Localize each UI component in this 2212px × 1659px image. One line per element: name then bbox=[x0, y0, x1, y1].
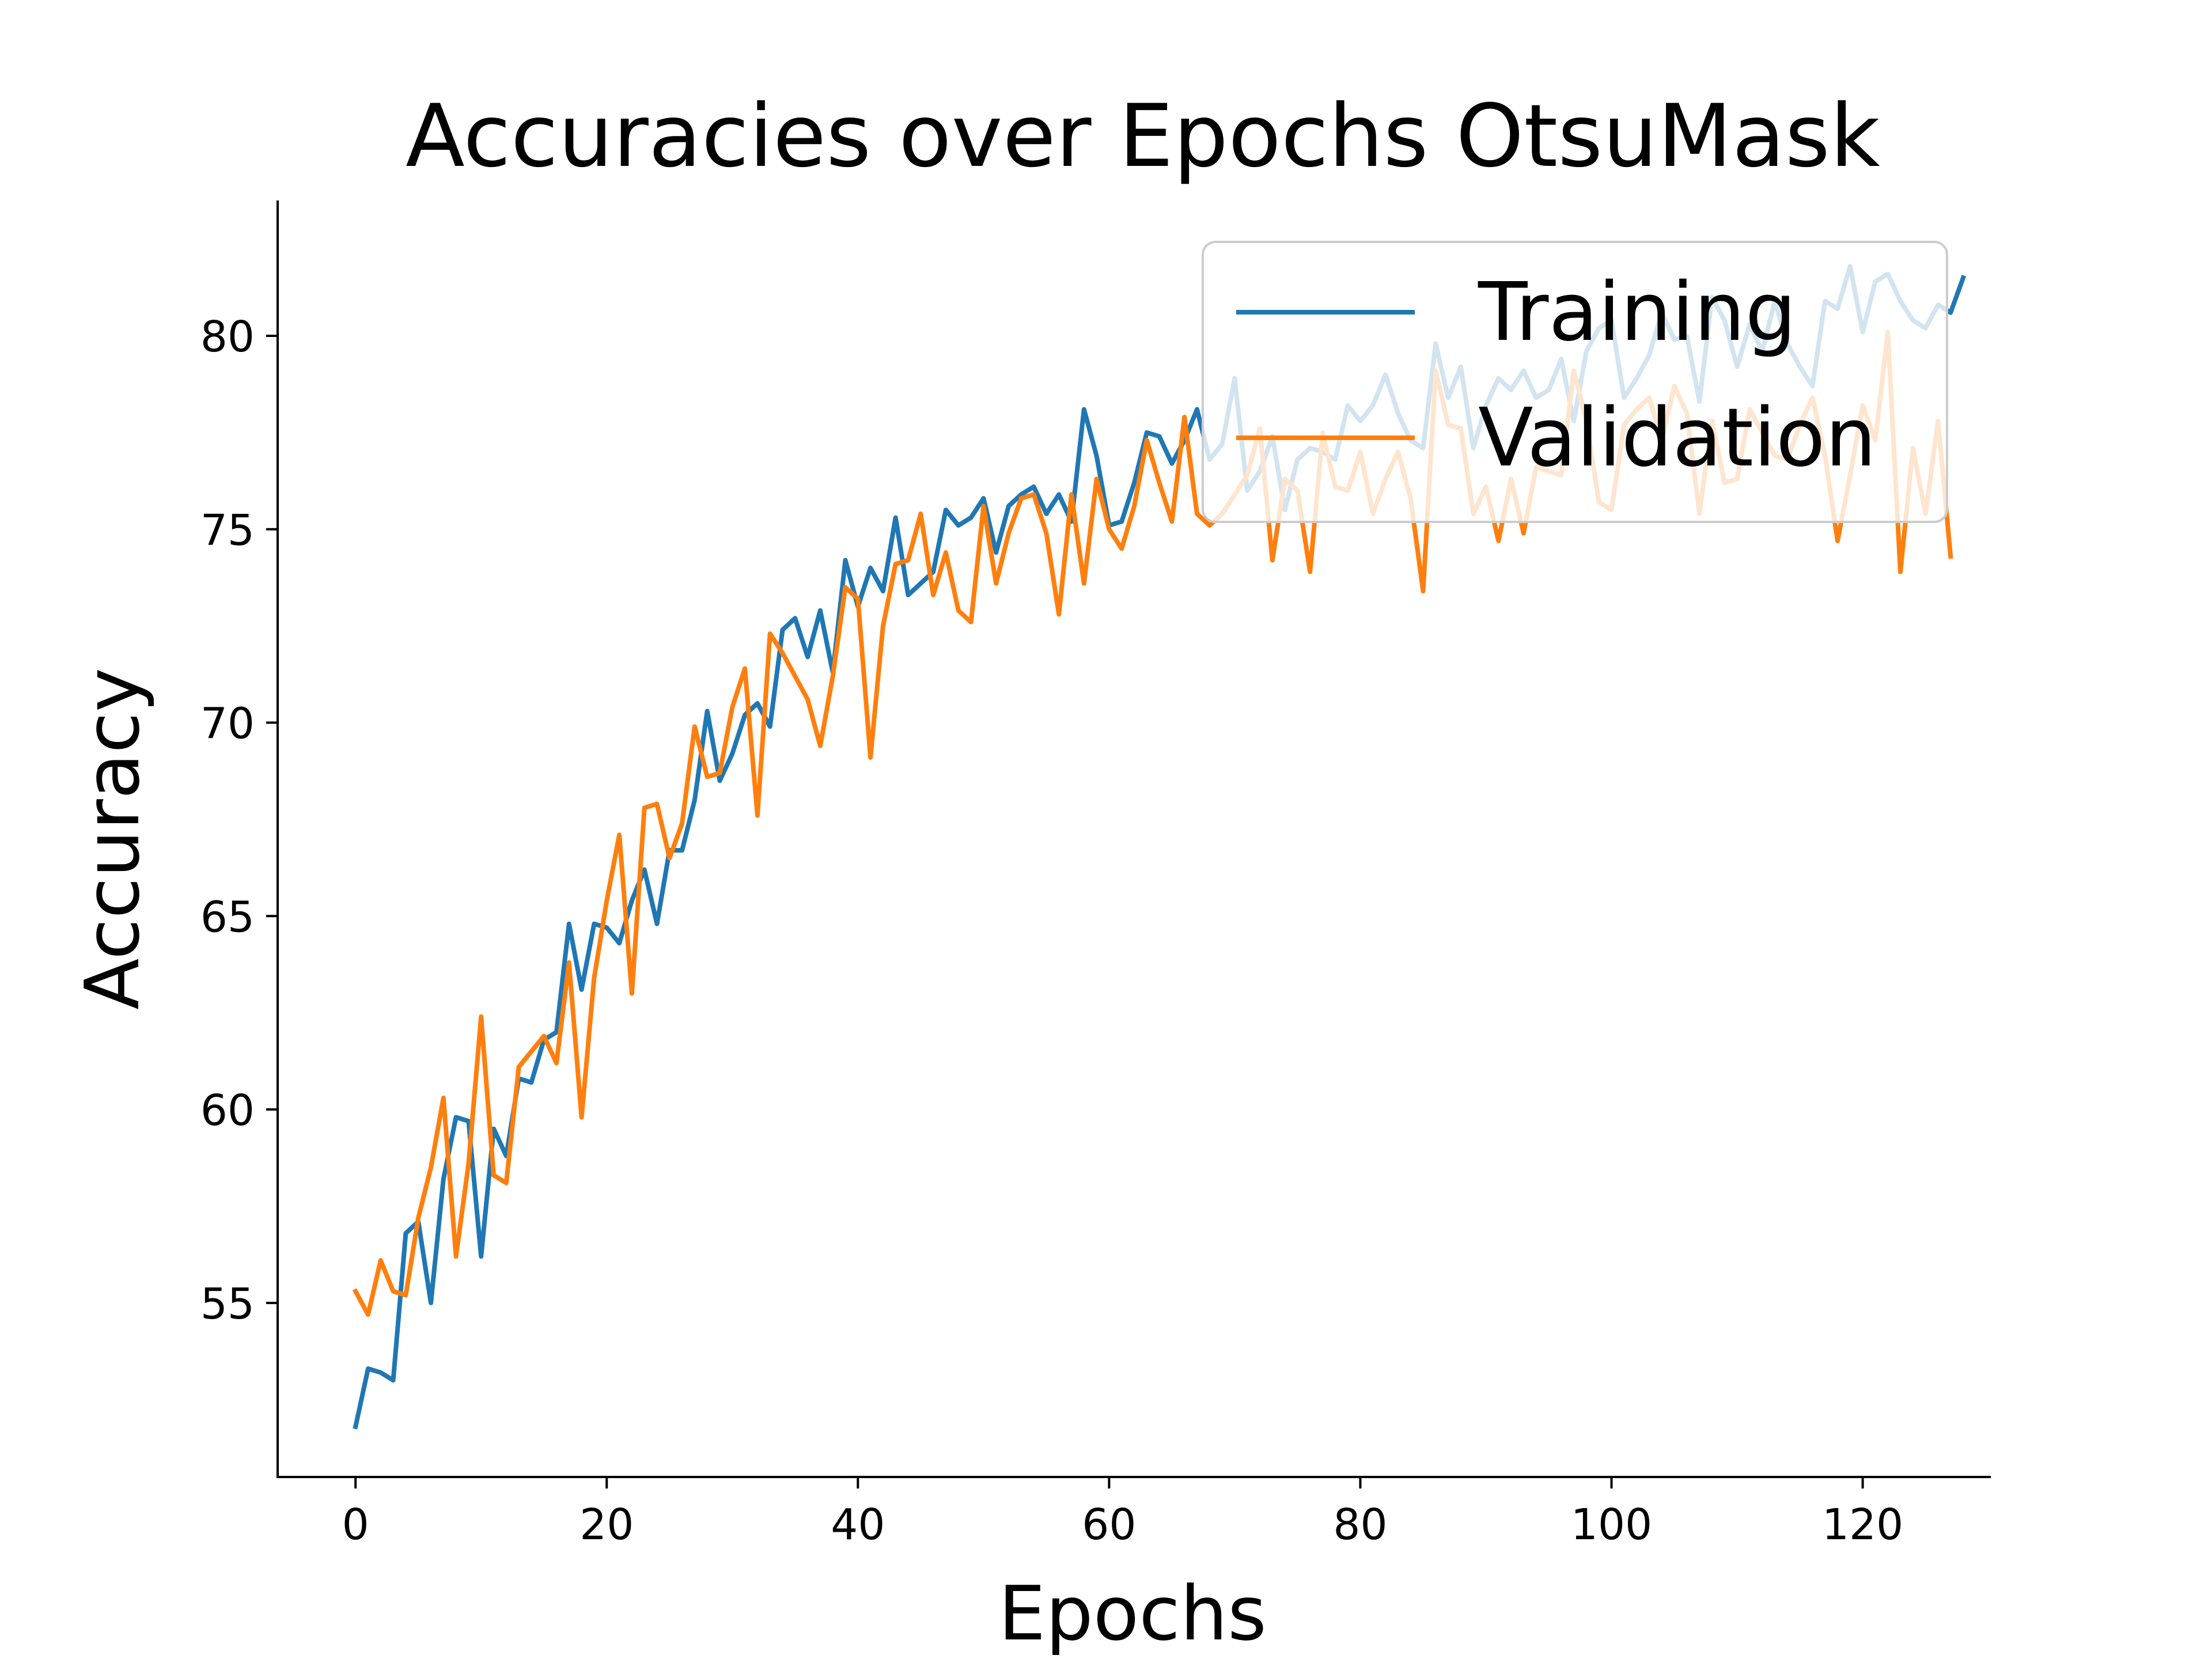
x-axis-ticks: 0 20 40 60 80 100 120 bbox=[342, 1477, 1903, 1550]
x-tick-label: 20 bbox=[579, 1500, 634, 1550]
legend-label-training: Training bbox=[1478, 266, 1796, 359]
legend-label-validation: Validation bbox=[1478, 391, 1876, 485]
y-tick-label: 65 bbox=[200, 892, 255, 942]
x-tick-label: 80 bbox=[1333, 1500, 1387, 1550]
y-tick-label: 75 bbox=[200, 506, 255, 555]
y-tick-label: 55 bbox=[200, 1279, 255, 1329]
y-tick-label: 70 bbox=[200, 699, 255, 749]
x-tick-label: 100 bbox=[1571, 1500, 1652, 1550]
x-tick-label: 40 bbox=[831, 1500, 885, 1550]
y-axis-label: Accuracy bbox=[69, 668, 156, 1010]
x-axis-label: Epochs bbox=[998, 1570, 1267, 1657]
x-tick-label: 120 bbox=[1822, 1500, 1903, 1550]
y-tick-label: 60 bbox=[200, 1086, 255, 1135]
chart-title: Accuracies over Epochs OtsuMask bbox=[406, 86, 1880, 187]
x-tick-label: 0 bbox=[342, 1500, 369, 1550]
x-tick-label: 60 bbox=[1082, 1500, 1136, 1550]
y-tick-label: 80 bbox=[200, 312, 255, 362]
legend: Training Validation bbox=[1202, 241, 1948, 523]
y-axis-ticks: 55 60 65 70 75 80 bbox=[200, 312, 278, 1329]
